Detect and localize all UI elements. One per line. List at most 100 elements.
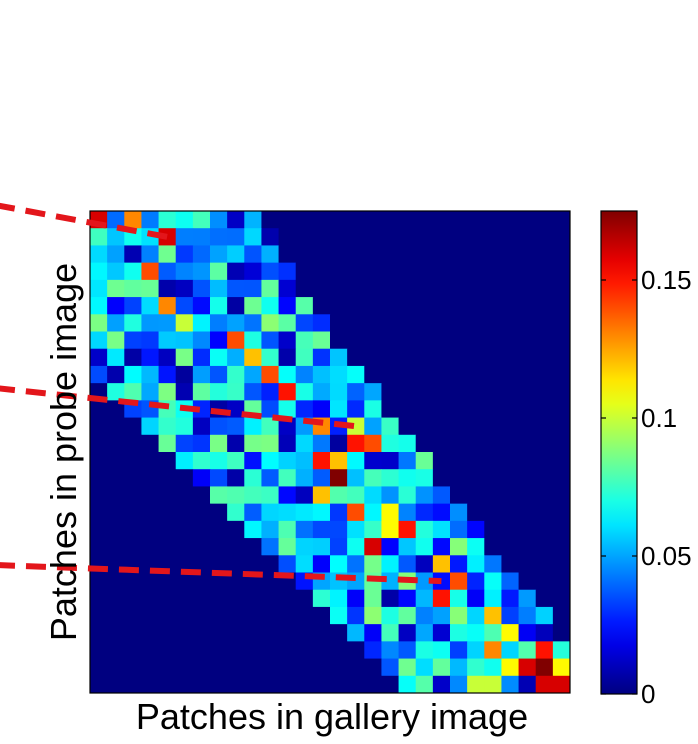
heatmap-cell — [244, 434, 262, 453]
heatmap-cell — [141, 520, 159, 539]
heatmap-cell — [450, 572, 468, 591]
heatmap-cell — [107, 538, 125, 556]
heatmap-cell — [295, 675, 314, 694]
heatmap-cell — [141, 297, 159, 315]
heatmap-cell — [192, 658, 211, 677]
heatmap-cell — [261, 589, 279, 608]
heatmap-cell — [295, 365, 314, 384]
heatmap-cell — [295, 297, 314, 315]
heatmap-cell — [107, 641, 125, 659]
heatmap-cell — [295, 331, 314, 350]
heatmap-cell — [141, 572, 159, 591]
heatmap-cell — [261, 211, 279, 229]
heatmap-cell — [90, 331, 108, 350]
heatmap-cell — [244, 503, 262, 522]
heatmap-cell — [535, 434, 554, 453]
heatmap-cell — [158, 606, 177, 625]
heatmap-cell — [501, 245, 519, 264]
heatmap-cell — [295, 486, 314, 505]
heatmap-cell — [467, 589, 485, 608]
heatmap-cell — [330, 400, 348, 418]
heatmap-cell — [330, 538, 348, 556]
heatmap-cell — [467, 262, 485, 281]
heatmap-cell — [450, 606, 468, 625]
heatmap-cell — [381, 486, 399, 505]
heatmap-cell — [347, 555, 365, 573]
heatmap-cell — [107, 606, 125, 625]
heatmap-cell — [107, 675, 125, 694]
heatmap-cell — [552, 314, 571, 332]
heatmap-cell — [450, 331, 468, 350]
heatmap-cell — [535, 314, 554, 332]
heatmap-cell — [124, 262, 142, 281]
heatmap-cell — [415, 589, 434, 608]
heatmap-cell — [381, 469, 399, 487]
heatmap-cell — [501, 400, 519, 418]
heatmap-cell — [415, 297, 434, 315]
colorbar-tick-label: 0.05 — [641, 541, 692, 571]
heatmap-cell — [467, 314, 485, 332]
heatmap-cell — [518, 486, 537, 505]
heatmap-cell — [141, 675, 159, 694]
heatmap-cell — [227, 417, 245, 436]
heatmap-cell — [107, 520, 125, 539]
heatmap-cell — [467, 331, 485, 350]
heatmap-cell — [450, 314, 468, 332]
heatmap-cell — [381, 348, 399, 367]
heatmap-cell — [227, 624, 245, 642]
heatmap-cell — [347, 400, 365, 418]
heatmap-cell — [107, 589, 125, 608]
heatmap-cell — [227, 675, 245, 694]
heatmap-cell — [90, 486, 108, 505]
heatmap-cell — [261, 520, 279, 539]
heatmap-cell — [347, 279, 365, 298]
heatmap-cell — [90, 589, 108, 608]
heatmap-cell — [312, 555, 331, 573]
heatmap-cell — [501, 538, 519, 556]
heatmap-cell — [158, 314, 177, 332]
heatmap-cell — [381, 297, 399, 315]
heatmap-cell — [295, 606, 314, 625]
heatmap-cell — [501, 211, 519, 229]
heatmap-cell — [432, 675, 451, 694]
heatmap-cell — [484, 452, 502, 470]
heatmap-cell — [432, 314, 451, 332]
heatmap-cell — [381, 400, 399, 418]
heatmap-cell — [124, 606, 142, 625]
heatmap-cell — [107, 658, 125, 677]
heatmap-cell — [158, 228, 177, 246]
colorbar-tick-label: 0.1 — [641, 403, 677, 433]
heatmap-cell — [330, 606, 348, 625]
heatmap-cell — [227, 520, 245, 539]
heatmap-cell — [330, 452, 348, 470]
heatmap-cell — [552, 400, 571, 418]
heatmap-cell — [107, 452, 125, 470]
heatmap-cell — [278, 555, 297, 573]
heatmap-cell — [535, 331, 554, 350]
heatmap-cell — [90, 538, 108, 556]
heatmap-cell — [398, 589, 417, 608]
heatmap-cell — [518, 675, 537, 694]
heatmap-cell — [518, 589, 537, 608]
heatmap-cell — [450, 245, 468, 264]
heatmap-cell — [330, 245, 348, 264]
heatmap-cell — [535, 589, 554, 608]
heatmap-cell — [364, 417, 382, 436]
heatmap-cell — [398, 262, 417, 281]
heatmap-cell — [210, 486, 228, 505]
heatmap-cell — [141, 624, 159, 642]
heatmap-cell — [175, 245, 194, 264]
heatmap-cell — [90, 469, 108, 487]
heatmap-cell — [261, 503, 279, 522]
heatmap-cell — [192, 641, 211, 659]
heatmap-cell — [415, 400, 434, 418]
heatmap-cell — [381, 434, 399, 453]
heatmap-cell — [295, 211, 314, 229]
heatmap-cell — [501, 348, 519, 367]
heatmap-cell — [192, 589, 211, 608]
heatmap-cell — [518, 452, 537, 470]
heatmap-cell — [450, 641, 468, 659]
heatmap-cell — [261, 452, 279, 470]
heatmap-cell — [278, 262, 297, 281]
